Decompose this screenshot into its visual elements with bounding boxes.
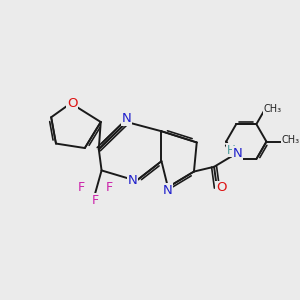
Text: O: O	[67, 97, 77, 110]
Text: N: N	[128, 174, 138, 187]
Text: N: N	[122, 112, 132, 125]
Text: N: N	[163, 184, 173, 197]
Text: CH₃: CH₃	[263, 104, 281, 114]
Text: N: N	[233, 147, 243, 160]
Text: O: O	[216, 181, 226, 194]
Text: F: F	[78, 181, 85, 194]
Text: F: F	[106, 181, 113, 194]
Text: F: F	[92, 194, 99, 207]
Text: CH₃: CH₃	[281, 135, 299, 145]
Text: H: H	[226, 143, 235, 157]
